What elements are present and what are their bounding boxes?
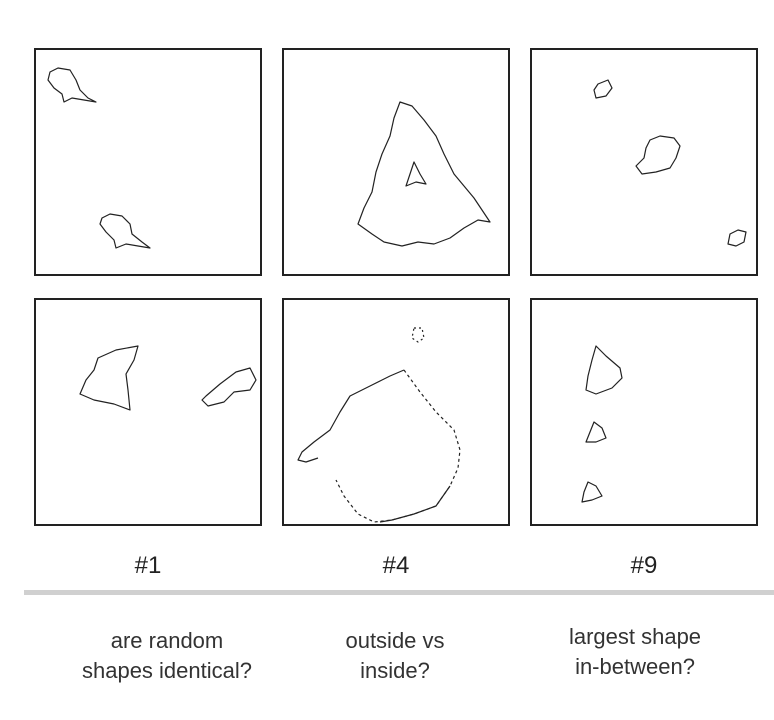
small-shape [585, 421, 607, 443]
outer-shape-dashed [335, 369, 461, 523]
random-shape [47, 67, 97, 103]
shape-drawing [581, 345, 623, 503]
inner-shape [405, 161, 427, 187]
column-label-1: #1 [134, 552, 162, 579]
outer-shape [297, 369, 405, 463]
small-shape [727, 229, 747, 247]
panel-col1-top [34, 48, 262, 276]
column-label-9: #9 [630, 552, 658, 579]
panel-col3-top [530, 48, 758, 276]
caption-1: are random shapes identical? [81, 628, 252, 683]
outer-shape-bottom [379, 485, 451, 523]
small-shape [581, 481, 603, 503]
small-shape [593, 79, 613, 99]
shape-drawing [297, 327, 461, 523]
largest-shape [635, 135, 681, 175]
column-label-4: #4 [382, 552, 410, 579]
random-shape [99, 213, 151, 249]
panel-col2-bottom [282, 298, 510, 526]
largest-shape [585, 345, 623, 395]
outer-shape [357, 101, 491, 247]
shape-drawing [47, 67, 151, 249]
divider [24, 590, 774, 595]
small-shape [411, 327, 425, 343]
shape-drawing [357, 101, 491, 247]
shape-drawing [593, 79, 747, 247]
random-shape [79, 345, 139, 411]
panel-col1-bottom [34, 298, 262, 526]
panel-col2-top [282, 48, 510, 276]
caption-9: largest shape in-between? [568, 624, 702, 679]
caption-4: outside vs inside? [345, 628, 445, 683]
random-shape [201, 367, 257, 407]
shape-drawing [79, 345, 257, 411]
panel-col3-bottom [530, 298, 758, 526]
